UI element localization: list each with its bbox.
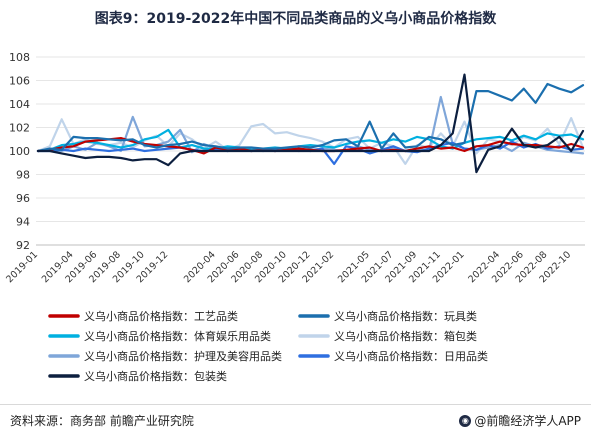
- legend-label: 义乌小商品价格指数：玩具类: [334, 309, 477, 323]
- y-tick-label: 92: [16, 239, 30, 252]
- footer-divider: [0, 404, 591, 405]
- legend-item: 义乌小商品价格指数：日用品类: [298, 349, 488, 363]
- legend-item: 义乌小商品价格指数：玩具类: [298, 309, 477, 323]
- y-tick-label: 104: [9, 98, 30, 111]
- y-tick-label: 94: [16, 216, 30, 229]
- legend-item: 义乌小商品价格指数：体育娱乐用品类: [48, 329, 271, 343]
- legend-item: 义乌小商品价格指数：包装类: [48, 369, 227, 383]
- source-note: 资料来源：商务部 前瞻产业研究院: [10, 414, 194, 428]
- y-tick-label: 102: [9, 122, 30, 135]
- y-tick-label: 96: [16, 192, 30, 205]
- legend-item: 义乌小商品价格指数：工艺品类: [48, 309, 238, 323]
- brand-text: @前瞻经济学人APP: [474, 414, 581, 428]
- legend-label: 义乌小商品价格指数：体育娱乐用品类: [84, 329, 271, 343]
- series-line: [36, 73, 585, 174]
- legend-label: 义乌小商品价格指数：工艺品类: [84, 309, 238, 323]
- y-tick-label: 108: [9, 51, 30, 64]
- brand-logo-icon: ◉: [459, 414, 472, 427]
- x-axis: 2019-01 2019-042019-062019-082019-102019-…: [4, 244, 585, 285]
- brand-label: ◉ @前瞻经济学人APP: [459, 412, 581, 429]
- series-lines: [36, 73, 585, 174]
- legend-item: 义乌小商品价格指数：箱包类: [298, 329, 477, 343]
- chart-title: 图表9：2019-2022年中国不同品类商品的义乌小商品价格指数: [94, 11, 497, 27]
- legend-label: 义乌小商品价格指数：包装类: [84, 369, 227, 383]
- legend-item: 义乌小商品价格指数：护理及美容用品类: [48, 349, 282, 363]
- x-tick-label: 2019-01: [4, 249, 40, 285]
- legend-label: 义乌小商品价格指数：护理及美容用品类: [84, 349, 282, 363]
- series-line: [36, 128, 585, 153]
- series-line: [36, 82, 585, 153]
- y-tick-label: 98: [16, 169, 30, 182]
- y-axis: 92 94 96 98 100 102 104 106 108: [9, 51, 30, 252]
- y-tick-label: 100: [9, 145, 30, 158]
- y-tick-label: 106: [9, 75, 30, 88]
- legend-label: 义乌小商品价格指数：箱包类: [334, 329, 477, 343]
- legend-label: 义乌小商品价格指数：日用品类: [334, 349, 488, 363]
- legend: 义乌小商品价格指数：工艺品类 义乌小商品价格指数：玩具类义乌小商品价格指数：体育娱…: [48, 309, 488, 383]
